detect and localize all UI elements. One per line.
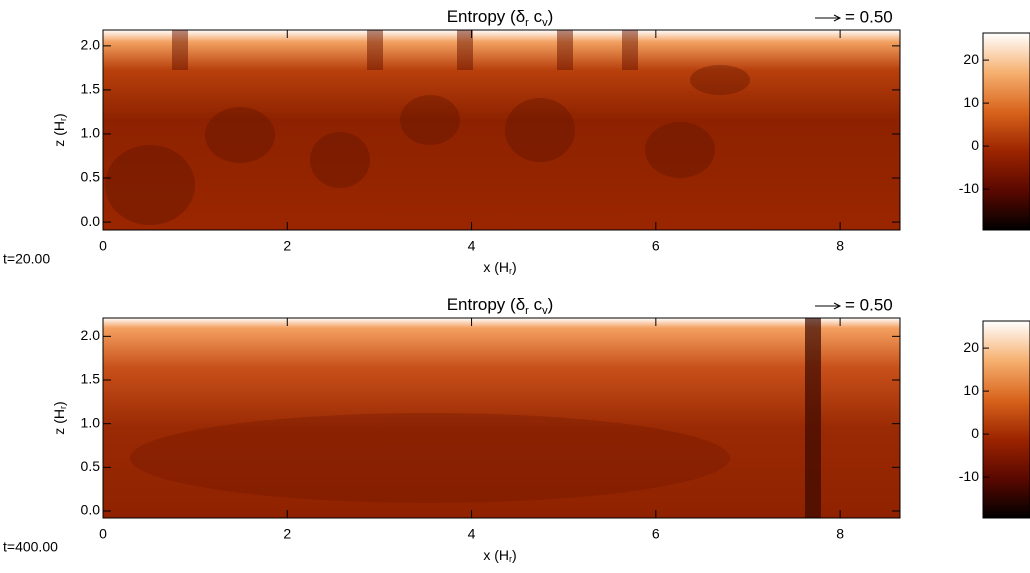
colorbar: [982, 320, 1030, 519]
x-tick-label: 2: [283, 238, 291, 254]
y-tick-label: 0.5: [81, 458, 101, 474]
label-part: x (H: [483, 547, 509, 563]
y-tick-label: 0.0: [81, 213, 101, 229]
convection-cell: [505, 98, 575, 162]
convection-cell: [645, 122, 715, 178]
subscript: v: [542, 305, 548, 317]
x-tick-label: 4: [468, 526, 476, 542]
colorbar: [982, 32, 1030, 231]
x-tick-label: 0: [99, 238, 107, 254]
x-axis-label: x (Hr): [483, 547, 516, 565]
subscript: r: [59, 118, 69, 121]
convection-cell: [130, 413, 730, 503]
arrow-key-label: = 0.50: [845, 295, 893, 314]
y-tick-label: 2.0: [81, 37, 101, 53]
colorbar-tick-label: -10: [959, 180, 979, 196]
arrow-head: [833, 14, 842, 22]
convection-cell: [205, 107, 275, 163]
plume: [622, 30, 638, 70]
chart-title: Entropy (δr cv): [447, 7, 554, 29]
x-tick-label: 8: [836, 238, 844, 254]
y-tick-label: 1.5: [81, 371, 101, 387]
y-tick-label: 1.0: [81, 414, 101, 430]
arrow-head: [833, 302, 842, 310]
subscript: v: [542, 17, 548, 29]
time-label: t=400.00: [3, 539, 58, 555]
subscript: r: [525, 305, 529, 317]
colorbar-tick-label: 20: [963, 51, 979, 67]
y-tick-label: 2.0: [81, 327, 101, 343]
convection-cell: [105, 145, 195, 225]
y-tick-label: 0.5: [81, 169, 101, 185]
y-tick-label: 1.0: [81, 125, 101, 141]
x-tick-label: 8: [836, 526, 844, 542]
label-part: ): [512, 547, 517, 563]
x-axis-label: x (Hr): [483, 259, 516, 277]
time-label: t=20.00: [3, 251, 50, 267]
label-part: Entropy (δ: [447, 295, 525, 314]
y-axis-label: z (Hr): [51, 401, 69, 434]
entropy-field: [103, 30, 900, 230]
chart-title: Entropy (δr cv): [447, 295, 554, 317]
plume: [805, 318, 821, 518]
plume: [557, 30, 573, 70]
label-part: z (H: [51, 121, 67, 147]
subscript: r: [59, 406, 69, 409]
colorbar-tick-label: 10: [963, 94, 979, 110]
y-axis-label: z (Hr): [51, 113, 69, 146]
x-tick-label: 6: [652, 526, 660, 542]
label-part: ): [512, 259, 517, 275]
convection-cell: [400, 95, 460, 145]
label-part: Entropy (δ: [447, 7, 525, 26]
colorbar-tick-label: 0: [971, 425, 979, 441]
plume: [367, 30, 383, 70]
x-tick-label: 6: [652, 238, 660, 254]
colorbar-tick-label: -10: [959, 468, 979, 484]
entropy-field: [103, 318, 900, 518]
colorbar-tick-label: 20: [963, 339, 979, 355]
convection-cell: [690, 65, 750, 95]
label-part: c: [529, 7, 543, 26]
colorbar-tick-label: 0: [971, 137, 979, 153]
label-part: x (H: [483, 259, 509, 275]
y-tick-label: 1.5: [81, 81, 101, 97]
plume: [457, 30, 473, 70]
x-tick-label: 2: [283, 526, 291, 542]
subscript: r: [509, 555, 512, 565]
y-tick-label: 0.0: [81, 502, 101, 518]
plot-frame: [102, 29, 901, 231]
label-part: z (H: [51, 409, 67, 435]
label-part: ): [51, 401, 67, 406]
x-tick-label: 4: [468, 238, 476, 254]
plume: [172, 30, 188, 70]
plot-frame: [102, 317, 901, 519]
label-part: c: [529, 295, 543, 314]
label-part: ): [548, 295, 554, 314]
label-part: ): [51, 113, 67, 118]
subscript: r: [509, 267, 512, 277]
arrow-key-label: = 0.50: [845, 7, 893, 26]
x-tick-label: 0: [99, 526, 107, 542]
subscript: r: [525, 17, 529, 29]
label-part: ): [548, 7, 554, 26]
colorbar-tick-label: 10: [963, 382, 979, 398]
convection-cell: [310, 132, 370, 188]
